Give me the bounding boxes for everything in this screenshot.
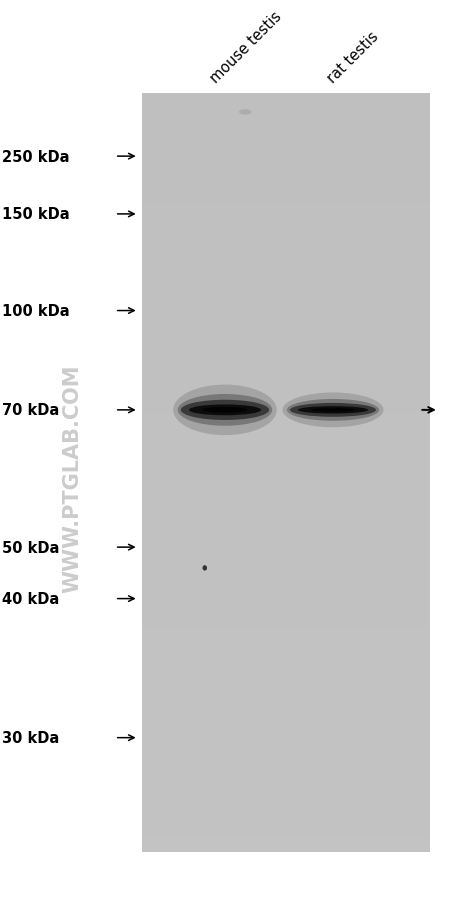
Text: 30 kDa: 30 kDa (2, 731, 59, 745)
Ellipse shape (287, 400, 379, 421)
Ellipse shape (239, 110, 252, 115)
Ellipse shape (189, 405, 261, 416)
Ellipse shape (173, 385, 277, 436)
Text: mouse testis: mouse testis (207, 9, 285, 86)
Ellipse shape (202, 566, 207, 571)
Text: 50 kDa: 50 kDa (2, 540, 59, 555)
Ellipse shape (298, 407, 368, 414)
Text: 100 kDa: 100 kDa (2, 304, 70, 318)
Text: 150 kDa: 150 kDa (2, 207, 70, 222)
Ellipse shape (283, 393, 383, 428)
Text: 250 kDa: 250 kDa (2, 150, 70, 164)
Ellipse shape (181, 400, 269, 420)
Ellipse shape (311, 409, 355, 412)
Ellipse shape (290, 403, 376, 418)
Text: 70 kDa: 70 kDa (2, 403, 59, 418)
Text: 40 kDa: 40 kDa (2, 592, 59, 606)
Text: rat testis: rat testis (324, 29, 382, 86)
Ellipse shape (178, 394, 272, 427)
Ellipse shape (202, 408, 248, 413)
Text: WWW.PTGLAB.COM: WWW.PTGLAB.COM (62, 364, 82, 593)
